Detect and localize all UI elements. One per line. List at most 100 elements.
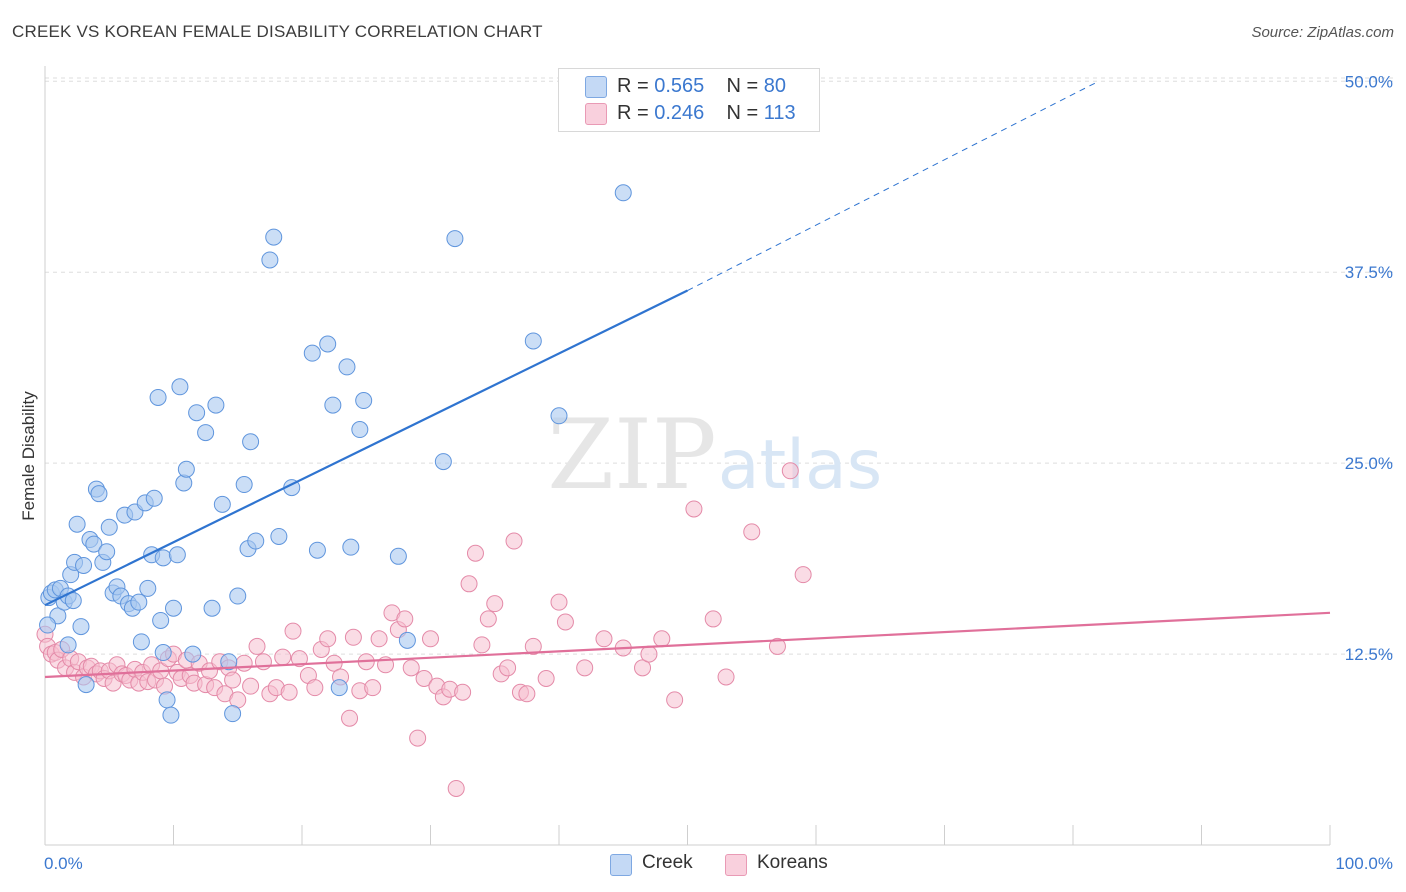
creek-point: [64, 592, 82, 610]
creek-point: [90, 485, 108, 503]
korean-legend-swatch: [725, 854, 747, 876]
creek-point: [524, 332, 542, 350]
creek-point: [229, 587, 247, 605]
watermark-atlas: atlas: [718, 426, 882, 505]
creek-point: [308, 541, 326, 559]
korean-point: [454, 683, 472, 701]
korean-point: [556, 613, 574, 631]
korean-point: [156, 677, 174, 695]
korean-point: [341, 709, 359, 727]
korean-point: [319, 630, 337, 648]
korean-point: [242, 677, 260, 695]
korean-n-label: N =: [726, 102, 759, 124]
y-tick-label: 50.0%: [1345, 72, 1393, 91]
creek-point: [213, 495, 231, 513]
korean-point: [248, 637, 266, 655]
korean-point: [537, 670, 555, 688]
creek-point: [203, 599, 221, 617]
korean-point: [306, 679, 324, 697]
korean-point: [653, 630, 671, 648]
creek-point: [72, 618, 90, 636]
correlation-legend: R = 0.565 N = 80 R = 0.246 N = 113: [558, 68, 820, 132]
korean-point: [717, 668, 735, 686]
source-note: Source: ZipAtlas.com: [1251, 24, 1394, 41]
creek-point: [184, 645, 202, 663]
creek-point: [171, 378, 189, 396]
creek-point: [68, 515, 86, 533]
creek-point: [242, 433, 260, 451]
creek-point: [130, 593, 148, 611]
y-tick-label: 37.5%: [1345, 263, 1393, 282]
creek-r-value: 0.565: [654, 75, 705, 97]
grid-layer: [45, 77, 1394, 655]
creek-point: [614, 184, 632, 202]
creek-n-value: 80: [763, 75, 787, 97]
korean-legend-label: Koreans: [757, 852, 828, 873]
creek-legend-label: Creek: [642, 852, 693, 873]
korean-point: [768, 637, 786, 655]
korean-point: [466, 544, 484, 562]
korean-point: [447, 779, 465, 797]
y-tick-label: 12.5%: [1345, 645, 1393, 664]
korean-r-label: R =: [617, 102, 649, 124]
axis-layer: 12.5% 25.0% 37.5% 50.0% 0.0% 100.0%: [44, 66, 1393, 873]
y-axis-label: Female Disability: [19, 391, 38, 521]
korean-swatch: [585, 103, 607, 125]
creek-point: [235, 476, 253, 494]
creek-point: [188, 404, 206, 422]
korean-point: [370, 630, 388, 648]
korean-point: [518, 685, 536, 703]
korean-trend-line: [44, 611, 1331, 679]
korean-point: [290, 650, 308, 668]
korean-point: [460, 575, 478, 593]
creek-point: [261, 251, 279, 269]
creek-trend-line: [44, 289, 688, 607]
creek-point: [162, 706, 180, 724]
creek-point: [265, 228, 283, 246]
creek-point: [75, 556, 93, 574]
creek-point: [270, 527, 288, 545]
korean-point: [499, 659, 517, 677]
korean-point: [524, 637, 542, 655]
creek-swatch: [585, 76, 607, 98]
y-tick-label: 25.0%: [1345, 454, 1393, 473]
creek-point: [351, 421, 369, 439]
creek-n-label: N =: [726, 75, 759, 97]
korean-points: [36, 462, 812, 797]
korean-point: [640, 645, 658, 663]
korean-point: [284, 622, 302, 640]
korean-point: [685, 500, 703, 518]
chart-title: CREEK VS KOREAN FEMALE DISABILITY CORREL…: [12, 22, 543, 41]
korean-point: [364, 679, 382, 697]
creek-point: [152, 611, 170, 629]
creek-point: [165, 599, 182, 617]
creek-r-label: R =: [617, 75, 649, 97]
creek-point: [177, 460, 195, 478]
creek-point: [98, 543, 116, 561]
korean-point: [505, 532, 523, 550]
korean-point: [415, 670, 433, 688]
creek-point: [154, 549, 172, 567]
korean-point: [486, 595, 504, 613]
korean-point: [781, 462, 799, 480]
creek-point: [168, 546, 186, 564]
creek-point: [330, 679, 348, 697]
creek-point: [132, 633, 150, 651]
creek-point: [550, 407, 568, 425]
korean-point: [235, 654, 253, 672]
creek-point: [149, 388, 167, 406]
creek-point: [247, 532, 265, 550]
korean-point: [634, 659, 652, 677]
creek-point: [224, 705, 242, 723]
creek-point: [220, 653, 238, 671]
series-legend: Creek Koreans: [0, 852, 1406, 878]
x-tick-label: 100.0%: [1335, 854, 1393, 873]
korean-r-value: 0.246: [654, 102, 705, 124]
creek-point: [77, 676, 95, 694]
creek-point: [389, 547, 407, 565]
korean-point: [409, 729, 427, 747]
korean-point: [422, 630, 439, 648]
korean-point: [402, 659, 420, 677]
creek-point: [355, 392, 373, 410]
